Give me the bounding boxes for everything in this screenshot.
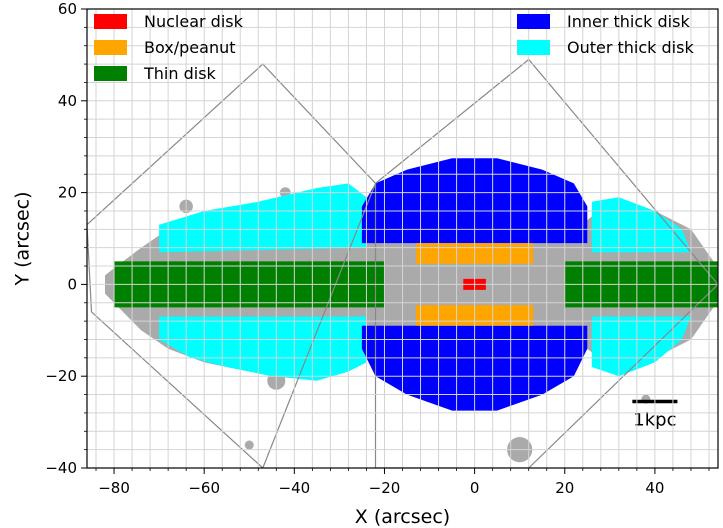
grid [87,9,718,468]
x-axis-label: X (arcsec) [355,506,450,528]
legend-label-outer-thick-disk: Outer thick disk [567,38,694,57]
legend: Nuclear disk Box/peanut Thin disk Inner thi… [94,12,694,83]
legend-label-box-peanut: Box/peanut [144,38,236,57]
axis-ticks: −80 −60 −40 −20 0 20 40 −40 −20 0 20 40 60 [45,0,710,497]
x-tick-label: −80 [98,479,130,497]
x-tick-label: −20 [369,479,401,497]
y-tick-label: 0 [67,275,77,293]
legend-label-nuclear-disk: Nuclear disk [144,12,244,31]
y-axis-label: Y (arcsec) [12,192,34,287]
outer-thick-disk-region-bottom-left [159,316,367,381]
axis-labels: X (arcsec) Y (arcsec) [12,192,451,528]
y-tick-label: 60 [58,0,77,18]
legend-swatch-outer-thick-disk [517,40,550,55]
legend-swatch-nuclear-disk [94,14,127,29]
x-tick-label: 20 [555,479,574,497]
outer-thick-disk-region-top-left [159,183,367,253]
legend-swatch-thin-disk [94,66,127,81]
legend-label-inner-thick-disk: Inner thick disk [567,12,690,31]
x-tick-label: 40 [645,479,664,497]
footprint-outline-1 [87,63,377,468]
legend-swatch-box-peanut [94,40,127,55]
legend-swatch-inner-thick-disk [517,14,550,29]
y-tick-label: −20 [45,367,77,385]
legend-label-thin-disk: Thin disk [143,64,217,83]
x-tick-label: −60 [188,479,220,497]
y-tick-label: 20 [58,184,77,202]
outer-thick-disk-region-bottom-right [591,316,691,377]
y-tick-label: −40 [45,459,77,477]
gray-blob-6 [244,440,254,450]
y-tick-label: 40 [58,92,77,110]
x-tick-label: 0 [470,479,480,497]
x-tick-label: −40 [279,479,311,497]
